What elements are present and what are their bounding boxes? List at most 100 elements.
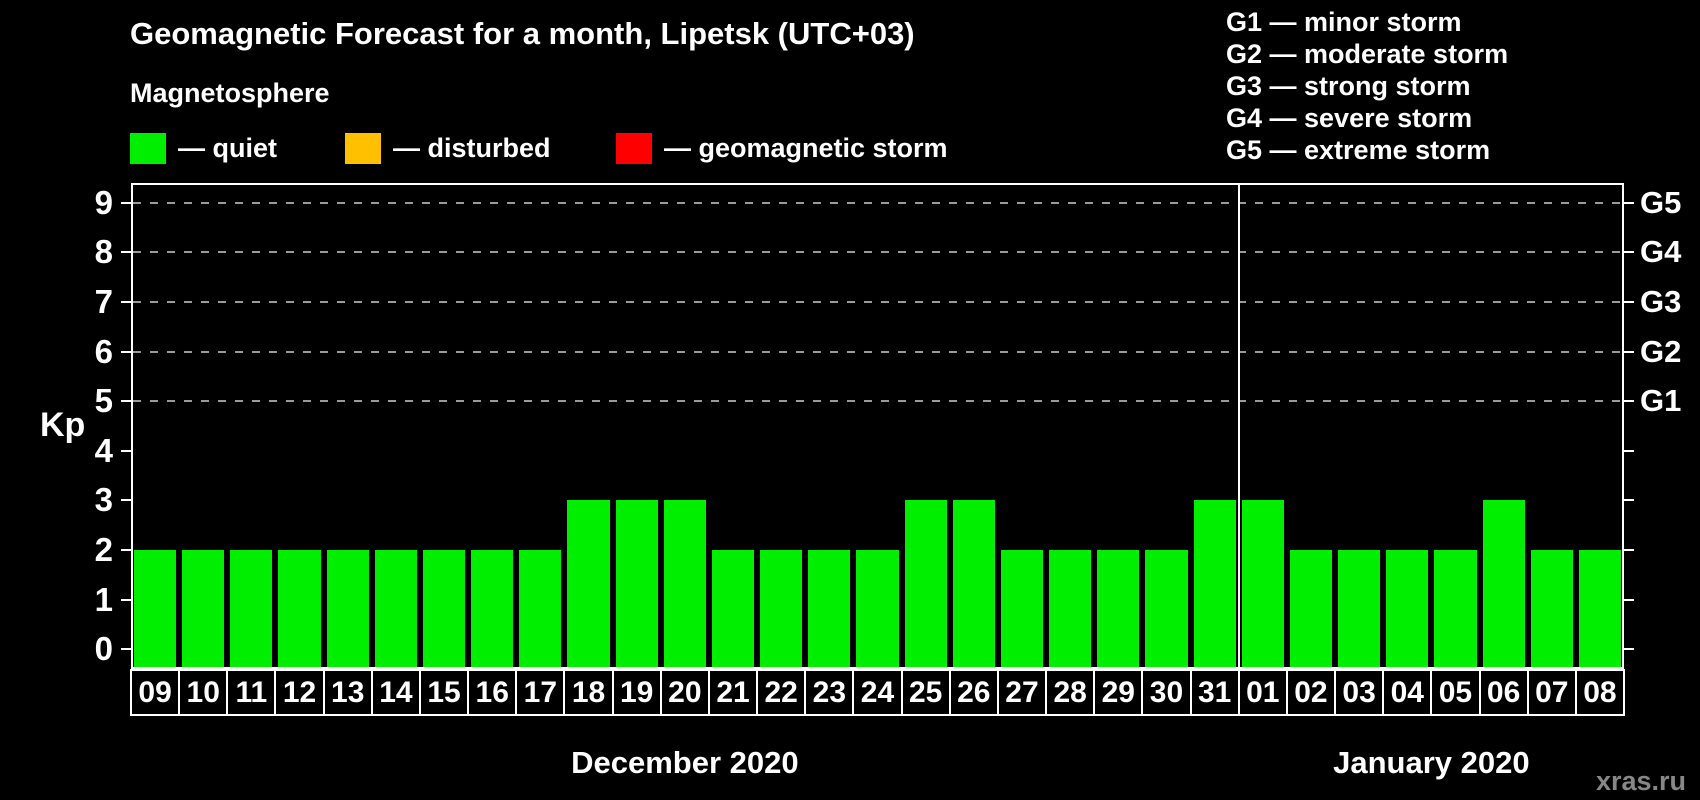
day-label-cell: 28 bbox=[1045, 669, 1096, 716]
kp-bar-10 bbox=[182, 549, 225, 669]
quiet-label: — quiet bbox=[178, 132, 277, 163]
kp-bar-18 bbox=[567, 500, 610, 669]
storm-scale-legend: G1 — minor storm G2 — moderate storm G3 … bbox=[1226, 6, 1508, 166]
kp-bar-27 bbox=[1000, 549, 1044, 669]
watermark: xras.ru bbox=[1595, 766, 1686, 796]
day-label-cell: 02 bbox=[1285, 669, 1337, 716]
kp-bar-03 bbox=[1338, 549, 1381, 669]
right-axis-label-g3: G3 bbox=[1640, 284, 1682, 320]
kp-bar-15 bbox=[422, 549, 466, 669]
y-tick-right-6 bbox=[1624, 350, 1634, 353]
kp-bar-12 bbox=[278, 549, 321, 669]
y-tick-label-3: 3 bbox=[94, 481, 113, 519]
kp-bar-17 bbox=[519, 549, 562, 669]
day-label-cell: 09 bbox=[130, 669, 181, 716]
y-tick-label-9: 9 bbox=[94, 183, 113, 221]
kp-bar-24 bbox=[856, 549, 899, 669]
day-label-cell: 25 bbox=[900, 669, 951, 716]
y-tick-label-7: 7 bbox=[94, 283, 113, 321]
kp-bar-08 bbox=[1578, 549, 1621, 669]
right-axis-label-g1: G1 bbox=[1640, 383, 1682, 419]
kp-bar-09 bbox=[134, 549, 177, 669]
day-label-cell: 13 bbox=[322, 669, 373, 716]
kp-bar-19 bbox=[615, 500, 658, 669]
month-label-1: January 2020 bbox=[1333, 745, 1530, 780]
gridline-kp7 bbox=[133, 301, 1622, 304]
day-label-cell: 26 bbox=[948, 669, 999, 716]
day-label-cell: 27 bbox=[996, 669, 1048, 716]
y-tick-left-7 bbox=[121, 301, 131, 304]
y-tick-right-7 bbox=[1624, 301, 1634, 304]
kp-bar-02 bbox=[1289, 549, 1333, 669]
day-label-cell: 30 bbox=[1141, 669, 1192, 716]
kp-bar-26 bbox=[952, 500, 995, 669]
day-label-cell: 16 bbox=[467, 669, 518, 716]
day-label-cell: 03 bbox=[1334, 669, 1385, 716]
kp-bar-30 bbox=[1145, 549, 1188, 669]
y-tick-label-8: 8 bbox=[94, 233, 113, 271]
storm-label: — geomagnetic storm bbox=[664, 132, 948, 163]
y-tick-left-1 bbox=[121, 598, 131, 601]
y-tick-right-3 bbox=[1624, 499, 1634, 502]
chart-title: Geomagnetic Forecast for a month, Lipets… bbox=[130, 16, 915, 51]
month-label-0: December 2020 bbox=[571, 745, 799, 780]
y-tick-right-0 bbox=[1624, 648, 1634, 651]
day-label-cell: 07 bbox=[1526, 669, 1577, 716]
legend-item-disturbed: — disturbed bbox=[345, 131, 551, 165]
y-tick-left-8 bbox=[121, 251, 131, 254]
y-tick-left-4 bbox=[121, 449, 131, 452]
y-tick-right-1 bbox=[1624, 598, 1634, 601]
day-label-cell: 23 bbox=[804, 669, 855, 716]
kp-bar-06 bbox=[1482, 500, 1525, 669]
kp-bar-13 bbox=[326, 549, 369, 669]
day-label-cell: 04 bbox=[1382, 669, 1433, 716]
storm-scale-g3: G3 — strong storm bbox=[1226, 71, 1471, 101]
gridline-kp6 bbox=[133, 350, 1622, 353]
day-label-cell: 11 bbox=[226, 669, 277, 716]
kp-bar-20 bbox=[663, 500, 706, 669]
kp-bar-31 bbox=[1193, 500, 1236, 669]
right-axis-label-g5: G5 bbox=[1640, 184, 1682, 220]
month-separator-line bbox=[1237, 183, 1240, 716]
day-label-cell: 08 bbox=[1574, 669, 1625, 716]
y-tick-left-6 bbox=[121, 350, 131, 353]
kp-bar-28 bbox=[1049, 549, 1092, 669]
kp-bar-16 bbox=[471, 549, 514, 669]
kp-bar-05 bbox=[1434, 549, 1477, 669]
magnetosphere-label: Magnetosphere bbox=[130, 78, 330, 108]
kp-bar-14 bbox=[374, 549, 417, 669]
gridline-kp9 bbox=[133, 201, 1622, 204]
day-label-cell: 19 bbox=[611, 669, 662, 716]
gridline-kp8 bbox=[133, 251, 1622, 254]
y-tick-label-0: 0 bbox=[94, 630, 113, 668]
kp-bar-11 bbox=[230, 549, 273, 669]
storm-scale-g1: G1 — minor storm bbox=[1226, 7, 1462, 37]
disturbed-label: — disturbed bbox=[393, 132, 551, 163]
kp-bar-29 bbox=[1097, 549, 1140, 669]
plot-frame bbox=[131, 183, 1624, 669]
kp-bar-25 bbox=[904, 500, 947, 669]
day-label-cell: 22 bbox=[756, 669, 807, 716]
y-tick-label-5: 5 bbox=[94, 382, 113, 420]
day-label-cell: 15 bbox=[418, 669, 470, 716]
kp-bar-23 bbox=[808, 549, 851, 669]
kp-bar-01 bbox=[1241, 500, 1284, 669]
kp-bar-07 bbox=[1530, 549, 1573, 669]
y-tick-right-4 bbox=[1624, 449, 1634, 452]
day-label-cell: 12 bbox=[274, 669, 325, 716]
y-tick-left-5 bbox=[121, 400, 131, 403]
legend-item-storm: — geomagnetic storm bbox=[616, 131, 948, 165]
y-tick-right-8 bbox=[1624, 251, 1634, 254]
storm-color-swatch bbox=[616, 132, 652, 164]
day-label-cell: 21 bbox=[707, 669, 759, 716]
day-label-cell: 18 bbox=[563, 669, 614, 716]
day-label-cell: 24 bbox=[852, 669, 903, 716]
gridline-kp5 bbox=[133, 400, 1622, 403]
quiet-color-swatch bbox=[130, 132, 166, 164]
y-tick-label-2: 2 bbox=[94, 530, 113, 568]
day-label-cell: 29 bbox=[1093, 669, 1144, 716]
kp-bar-21 bbox=[711, 549, 755, 669]
kp-bar-22 bbox=[760, 549, 803, 669]
legend-item-quiet: — quiet bbox=[130, 131, 277, 165]
